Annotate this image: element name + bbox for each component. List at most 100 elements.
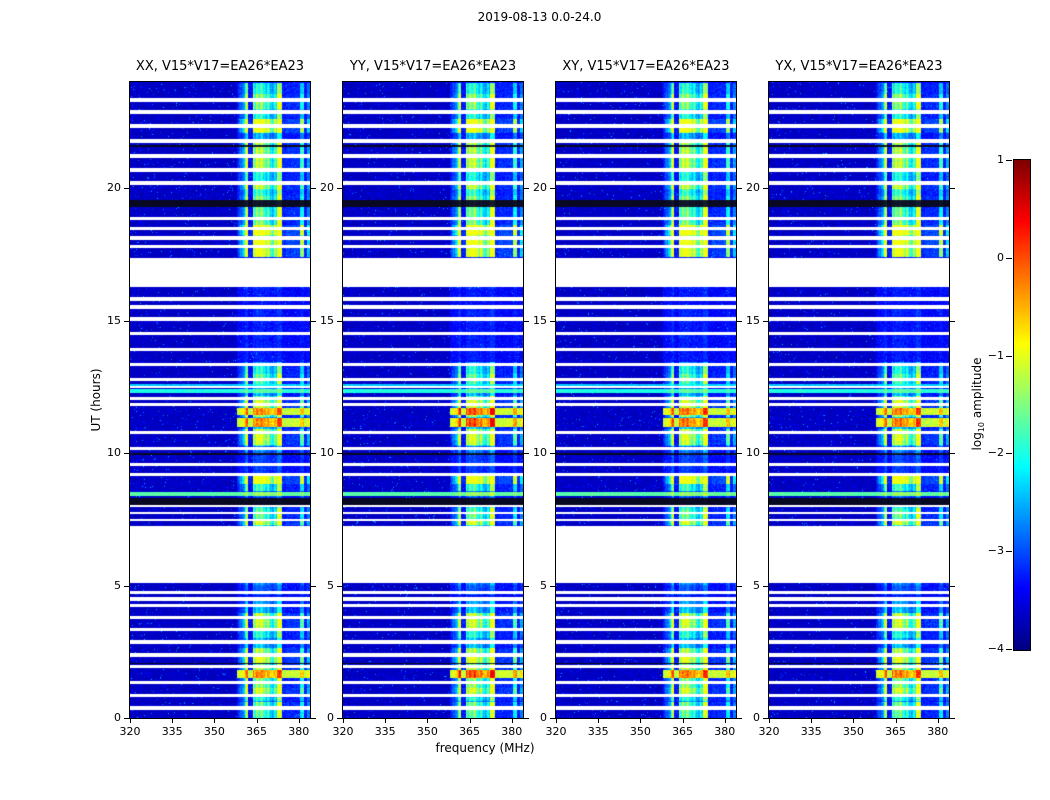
- y-tick-mark: [550, 320, 555, 322]
- x-tick-label: 350: [629, 725, 651, 738]
- spectrogram-panel-yx: [768, 81, 950, 719]
- x-tick-mark: [853, 719, 855, 723]
- x-tick-mark: [937, 719, 939, 723]
- spectrogram-image-yy: [343, 82, 523, 718]
- panel-title-xx: XX, V15*V17=EA26*EA23: [135, 59, 305, 74]
- y-tick-label: 5: [540, 578, 547, 592]
- x-tick-label: 350: [416, 725, 438, 738]
- y-tick-mark-right: [311, 585, 316, 587]
- x-tick-label: 335: [800, 725, 822, 738]
- x-tick-label: 350: [842, 725, 864, 738]
- y-tick-mark: [763, 453, 768, 454]
- colorbar-tick-label: 0: [997, 250, 1004, 264]
- y-tick-mark: [337, 585, 342, 587]
- x-tick-mark: [298, 719, 300, 723]
- y-tick-label: 10: [533, 446, 547, 459]
- x-tick-mark: [682, 719, 684, 723]
- x-tick-mark: [427, 719, 429, 723]
- colorbar-tick-label: −1: [987, 348, 1004, 362]
- y-tick-mark: [550, 453, 555, 454]
- colorbar-tick-mark: [1006, 355, 1012, 357]
- y-tick-mark-right: [737, 718, 742, 719]
- x-tick-mark: [556, 719, 557, 723]
- y-tick-mark-right: [524, 188, 529, 189]
- y-tick-mark-right: [737, 585, 742, 587]
- x-tick-label: 320: [545, 725, 567, 738]
- y-tick-label: 20: [107, 181, 121, 194]
- x-tick-label: 320: [758, 725, 780, 738]
- x-tick-mark: [130, 719, 131, 723]
- y-tick-label: 0: [327, 711, 334, 724]
- y-tick-mark: [124, 188, 129, 189]
- x-tick-label: 380: [501, 725, 523, 738]
- y-tick-mark-right: [950, 453, 955, 454]
- spectrogram-image-xy: [556, 82, 736, 718]
- y-tick-label: 20: [320, 181, 334, 194]
- spectrogram-panel-xx: [129, 81, 311, 719]
- y-tick-mark: [337, 188, 342, 189]
- y-tick-mark-right: [311, 718, 316, 719]
- x-tick-mark: [811, 719, 813, 723]
- y-tick-mark-right: [524, 453, 529, 454]
- x-tick-label: 365: [459, 725, 481, 738]
- panel-title-yy: YY, V15*V17=EA26*EA23: [349, 59, 517, 74]
- y-tick-mark: [550, 188, 555, 189]
- y-tick-mark: [550, 585, 555, 587]
- x-tick-label: 380: [288, 725, 310, 738]
- y-tick-mark: [763, 585, 768, 587]
- y-tick-mark-right: [311, 188, 316, 189]
- x-axis-label: frequency (MHz): [435, 741, 535, 755]
- x-tick-mark: [214, 719, 216, 723]
- colorbar: [1013, 159, 1031, 651]
- colorbar-label-prefix: log: [969, 432, 984, 451]
- y-tick-mark: [124, 453, 129, 454]
- y-tick-label: 10: [107, 446, 121, 459]
- x-tick-mark: [640, 719, 642, 723]
- y-tick-label: 0: [114, 711, 121, 724]
- y-tick-label: 20: [533, 181, 547, 194]
- x-tick-mark: [256, 719, 258, 723]
- spectrogram-panel-xy: [555, 81, 737, 719]
- panel-title-yx: YX, V15*V17=EA26*EA23: [775, 59, 943, 74]
- y-tick-mark-right: [737, 453, 742, 454]
- y-tick-mark-right: [524, 320, 529, 322]
- colorbar-label: log10 amplitude: [970, 358, 986, 451]
- x-tick-label: 365: [246, 725, 268, 738]
- x-tick-mark: [511, 719, 513, 723]
- colorbar-label-sub: 10: [977, 421, 987, 433]
- colorbar-tick-mark: [1006, 160, 1012, 161]
- y-tick-mark-right: [950, 188, 955, 189]
- x-tick-label: 350: [203, 725, 225, 738]
- x-tick-mark: [769, 719, 770, 723]
- y-tick-mark-right: [950, 718, 955, 719]
- y-tick-label: 0: [753, 711, 760, 724]
- colorbar-label-suffix: amplitude: [969, 357, 984, 422]
- colorbar-tick-mark: [1006, 453, 1012, 455]
- x-tick-label: 380: [714, 725, 736, 738]
- colorbar-gradient: [1014, 160, 1030, 650]
- y-tick-mark: [763, 320, 768, 322]
- y-tick-mark-right: [311, 320, 316, 322]
- y-tick-label: 10: [320, 446, 334, 459]
- x-tick-label: 335: [374, 725, 396, 738]
- x-tick-label: 380: [927, 725, 949, 738]
- y-tick-label: 5: [114, 578, 121, 592]
- y-tick-mark-right: [737, 320, 742, 322]
- y-tick-label: 15: [320, 313, 334, 327]
- y-tick-mark: [337, 320, 342, 322]
- colorbar-tick-label: −2: [987, 446, 1004, 460]
- x-tick-label: 320: [332, 725, 354, 738]
- colorbar-tick-label: −4: [987, 642, 1004, 655]
- colorbar-tick-mark: [1006, 551, 1012, 553]
- y-tick-label: 0: [540, 711, 547, 724]
- y-tick-mark: [124, 718, 129, 719]
- x-tick-label: 335: [161, 725, 183, 738]
- y-tick-mark: [550, 718, 555, 719]
- y-tick-mark-right: [950, 585, 955, 587]
- y-tick-mark-right: [524, 585, 529, 587]
- x-tick-label: 365: [672, 725, 694, 738]
- spectrogram-image-xx: [130, 82, 310, 718]
- x-tick-mark: [895, 719, 897, 723]
- y-tick-mark-right: [737, 188, 742, 189]
- y-tick-label: 20: [746, 181, 760, 194]
